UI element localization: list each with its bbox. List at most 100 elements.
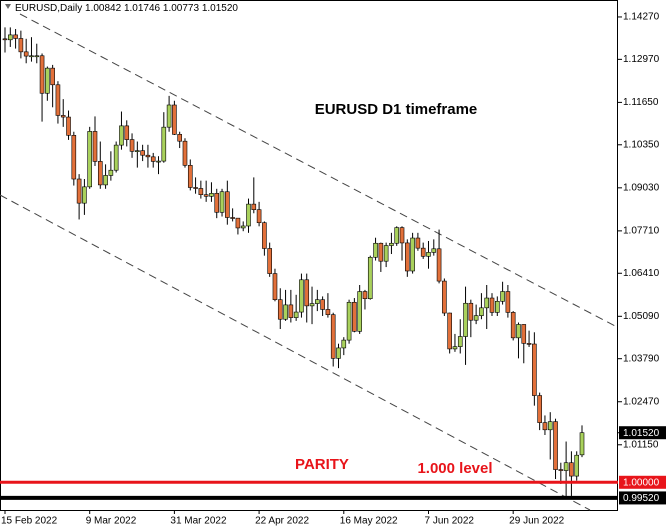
candle-body [156, 160, 161, 163]
y-tick-label: 1.03790 [623, 353, 660, 364]
channel-lower [0, 194, 591, 511]
candle-body [373, 242, 378, 258]
candle-body [97, 161, 103, 186]
candle-body [29, 55, 34, 58]
candle-body [505, 291, 511, 313]
candle-body [389, 242, 394, 246]
candle-body [283, 304, 288, 320]
y-tick-label: 1.05090 [623, 311, 660, 322]
candle-body [532, 343, 537, 396]
candle-body [495, 301, 500, 313]
y-tick-label: 1.02470 [623, 396, 660, 407]
candle-body [346, 301, 352, 341]
y-tick-label: 1.01150 [623, 439, 659, 450]
x-tick-label: 29 Jun 2022 [509, 516, 564, 527]
candle-body [479, 307, 484, 316]
candle-body [18, 38, 24, 53]
candle-body [87, 131, 92, 188]
candle-body [187, 165, 193, 188]
candle-body [39, 55, 45, 94]
candle-body [71, 135, 77, 180]
y-tick-label: 1.10350 [623, 139, 660, 150]
chart-header: EURUSD,Daily 1.00842 1.01746 1.00773 1.0… [15, 3, 238, 14]
candle-body [267, 248, 272, 274]
header-low: 1.00773 [163, 3, 200, 14]
candle-body [516, 324, 521, 339]
x-tick-label: 9 Mar 2022 [86, 516, 137, 527]
candle-body [193, 187, 198, 189]
candle-body [161, 126, 167, 162]
candle-body [219, 191, 225, 213]
candle-body [410, 237, 415, 272]
symbol-icon [5, 4, 11, 9]
candle-body [140, 150, 145, 156]
candle-body [2, 38, 8, 41]
candle-body [574, 454, 580, 477]
candle-body [442, 280, 447, 314]
level-label: 0.99520 [623, 493, 660, 504]
candle-body [457, 336, 463, 347]
candle-body [119, 125, 124, 146]
candle-body [299, 279, 304, 313]
candle-body [103, 175, 108, 186]
candle-body [447, 312, 452, 350]
candle-body [145, 154, 151, 158]
candle-body [76, 178, 82, 204]
candle-body [55, 84, 61, 116]
candle-body [553, 421, 558, 470]
candle-body [23, 51, 29, 57]
candle-body [420, 247, 426, 257]
price-label: 1.01520 [623, 428, 660, 439]
candle-body [489, 297, 495, 313]
candle-body [60, 115, 66, 118]
x-tick-label: 16 May 2022 [340, 516, 398, 527]
candle-body [320, 299, 325, 310]
chart-title: EURUSD D1 timeframe [315, 101, 478, 118]
candle-body [378, 242, 384, 262]
candle-body [272, 273, 278, 300]
candle-body [288, 304, 294, 318]
candle-body [500, 291, 505, 302]
candle-body [579, 432, 585, 456]
candle-body [7, 34, 13, 41]
candle-body [473, 315, 479, 321]
candle-body [182, 140, 188, 166]
candle-body [341, 339, 347, 349]
y-tick-label: 1.09030 [623, 182, 660, 193]
header-high: 1.01746 [124, 3, 161, 14]
candle-body [209, 193, 214, 197]
x-tick-label: 7 Jun 2022 [424, 516, 474, 527]
candle-body [415, 237, 421, 249]
y-tick-label: 1.12970 [623, 54, 660, 65]
candle-body [92, 131, 98, 162]
candle-body [203, 194, 209, 197]
candle-body [246, 203, 251, 227]
candle-body [304, 279, 310, 307]
candle-body [251, 203, 257, 210]
candle-body [352, 301, 357, 332]
level-label: 1.00000 [623, 477, 660, 488]
candle-body [50, 67, 55, 86]
header-open: 1.00842 [85, 3, 122, 14]
candle-body [330, 314, 336, 359]
candle-body [399, 227, 405, 244]
candle-body [426, 252, 431, 257]
candle-body [230, 217, 235, 219]
candle-body [108, 169, 114, 176]
candle-body [367, 256, 373, 299]
candle-body [235, 217, 241, 229]
candle-body [124, 125, 130, 140]
candle-body [309, 303, 315, 307]
level-label-box [619, 491, 666, 505]
y-tick-label: 1.14270 [623, 12, 660, 23]
candle-body [293, 311, 299, 318]
x-tick-label: 22 Apr 2022 [255, 516, 309, 527]
candle-body [13, 34, 18, 39]
candle-body [569, 462, 574, 477]
price-label-box [619, 426, 666, 440]
candle-body [214, 193, 220, 213]
candle-body [166, 104, 172, 128]
candle-body [383, 245, 389, 262]
candle-body [129, 139, 135, 152]
